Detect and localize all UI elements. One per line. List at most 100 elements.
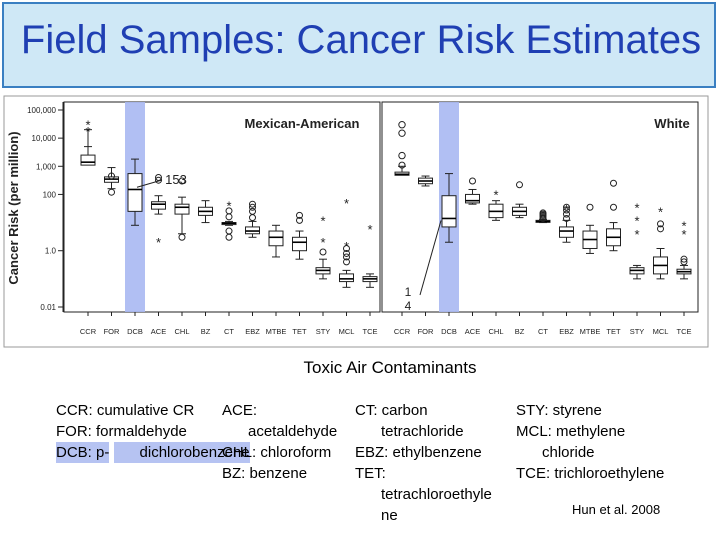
- box-for: [104, 167, 119, 196]
- box-tet: [292, 211, 307, 260]
- outlier-point: [108, 172, 115, 180]
- legend-ct-line2: tetrachloride: [381, 423, 464, 440]
- box-tet: [606, 179, 621, 252]
- extreme-star: *: [634, 213, 639, 228]
- outlier-point: [296, 211, 303, 219]
- legend-bz: BZ: benzene: [222, 465, 308, 482]
- outlier-point: [680, 255, 688, 263]
- outlier-point: [249, 207, 256, 215]
- legend-ct-line1: CT: carbon: [355, 402, 428, 419]
- extreme-star: *: [634, 227, 639, 242]
- outlier-point: [657, 225, 664, 233]
- box-ebz: [245, 200, 260, 238]
- outlier-point: [516, 181, 523, 189]
- outlier-point: [563, 206, 570, 214]
- title-banner: Field Samples: Cancer Risk Estimates: [2, 2, 716, 88]
- box-ct: [535, 209, 551, 224]
- outlier-point: [225, 227, 233, 235]
- x-tick-label: TET: [606, 327, 621, 336]
- x-tick-label: CT: [538, 327, 548, 336]
- box-mcl: [653, 220, 668, 280]
- extreme-star: *: [85, 118, 90, 133]
- box-chl: [488, 200, 504, 221]
- x-tick-label: DCB: [127, 327, 143, 336]
- outlier-point: [610, 179, 617, 187]
- panel-frame: [63, 101, 381, 313]
- outlier-point: [225, 207, 233, 215]
- x-tick-label: BZ: [201, 327, 211, 336]
- legend-ace-line1: ACE:: [222, 402, 258, 419]
- x-tick-label: EBZ: [559, 327, 574, 336]
- outlier-point: [610, 203, 617, 211]
- cancer-risk-boxplot: Cancer Risk (per million) 0.01 1.0 100 1,000…: [3, 95, 709, 348]
- chart-frame: [3, 95, 709, 348]
- panel-title: Mexican-American: [245, 116, 360, 131]
- box-dcb: [127, 158, 143, 226]
- annotation-line: 4: [405, 299, 412, 313]
- box-sty: [629, 264, 645, 280]
- legend-column-1: CCR: cumulative CR FOR: formaldehyde DCB…: [56, 400, 250, 463]
- box-ccr: [394, 161, 410, 176]
- extreme-star: *: [681, 227, 686, 242]
- outlier-point: [343, 244, 350, 252]
- extreme-star: *: [564, 202, 569, 217]
- citation: Hun et al. 2008: [572, 502, 661, 517]
- box-ace: [465, 177, 480, 205]
- legend-column-4: STY: styrene MCL: methylene chloride TCE…: [516, 400, 664, 484]
- legend-chl: CHL: chloroform: [222, 444, 332, 461]
- box-body: [559, 226, 574, 238]
- legend-dcb-line1: DCB: p-: [56, 442, 110, 463]
- x-tick-label: CCR: [394, 327, 411, 336]
- box-body: [80, 154, 96, 166]
- y-tick-label: 1,000: [36, 162, 57, 171]
- x-tick-label: TCE: [363, 327, 378, 336]
- legend-ace-line2: acetaldehyde: [248, 423, 338, 440]
- legend-mcl-line2: chloride: [542, 444, 595, 461]
- box-tce: [676, 255, 692, 280]
- box-dcb: [441, 173, 457, 243]
- extreme-circle: [398, 129, 406, 137]
- x-tick-label: TET: [292, 327, 307, 336]
- box-bz: [198, 200, 213, 224]
- outlier-point: [249, 200, 256, 208]
- box-ebz: [559, 203, 574, 243]
- x-axis-title: Toxic Air Contaminants: [303, 358, 477, 377]
- outlier-point: [680, 258, 688, 266]
- annotation-leader: [136, 179, 163, 188]
- y-tick-label: 10,000: [32, 134, 57, 143]
- outlier-point: [469, 177, 476, 185]
- extreme-star: *: [681, 218, 686, 233]
- legend-ccr: CCR: cumulative CR: [56, 402, 195, 419]
- extreme-circle: [398, 121, 406, 129]
- annotation-label: 153: [165, 172, 187, 187]
- x-tick-label: CHL: [488, 327, 503, 336]
- outlier-point: [343, 253, 350, 261]
- legend-sty: STY: styrene: [516, 402, 602, 419]
- y-tick-label: 100,000: [27, 106, 56, 115]
- extreme-star: *: [85, 124, 90, 139]
- extreme-star: *: [540, 208, 545, 223]
- outlier-point: [343, 258, 350, 266]
- outlier-point: [343, 249, 350, 257]
- box-body: [441, 195, 457, 228]
- legend-tet-line1: TET:: [355, 465, 386, 482]
- x-tick-label: STY: [316, 327, 331, 336]
- extreme-star: *: [634, 200, 639, 215]
- slide-title: Field Samples: Cancer Risk Estimates: [20, 18, 702, 62]
- x-tick-label: CT: [224, 327, 234, 336]
- outlier-point: [563, 210, 570, 218]
- x-tick-label: MTBE: [266, 327, 287, 336]
- outlier-point: [398, 161, 406, 169]
- outlier-point: [296, 216, 303, 224]
- panel-frame: [381, 101, 699, 313]
- box-body: [292, 236, 307, 252]
- box-body: [268, 230, 284, 247]
- x-tick-label: FOR: [104, 327, 120, 336]
- outlier-point: [563, 214, 570, 222]
- x-tick-label: MCL: [339, 327, 355, 336]
- box-chl: [174, 177, 190, 241]
- annotation-line: 1: [405, 285, 412, 299]
- x-tick-label: ACE: [465, 327, 480, 336]
- x-tick-label: ACE: [151, 327, 166, 336]
- extreme-star: *: [367, 222, 372, 237]
